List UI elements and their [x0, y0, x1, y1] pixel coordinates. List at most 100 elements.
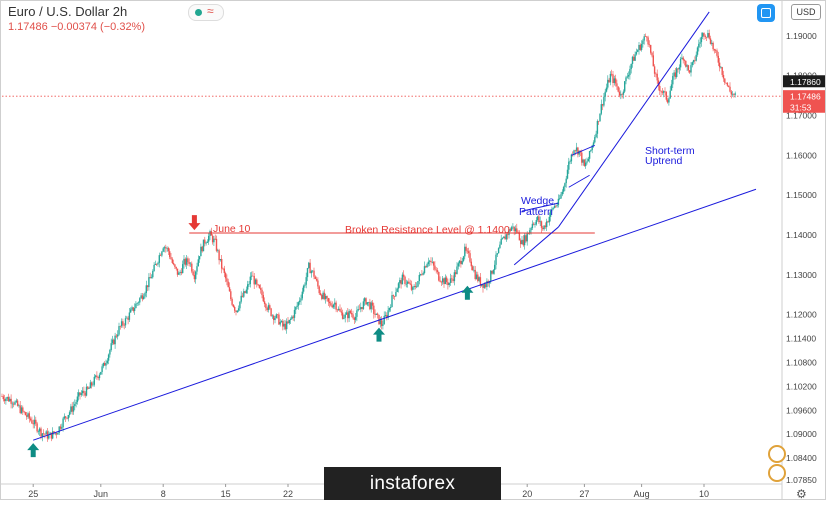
candle-body — [183, 258, 185, 265]
candle-body — [551, 208, 553, 211]
candle-body — [709, 38, 712, 44]
candle-body — [690, 65, 692, 73]
candle-body — [626, 76, 628, 78]
y-tick-label: 1.17000 — [786, 111, 817, 121]
event-icon[interactable] — [768, 445, 786, 463]
candle-body — [475, 274, 478, 280]
gear-icon[interactable]: ⚙ — [796, 487, 807, 501]
candle-body — [20, 407, 23, 413]
channel-line — [571, 144, 595, 156]
candle-body — [340, 311, 342, 313]
candle-body — [165, 247, 167, 249]
candle-body — [292, 316, 294, 318]
candle-body — [287, 321, 289, 324]
candle-body — [314, 276, 316, 279]
candle-body — [280, 320, 283, 322]
candle-body — [128, 312, 131, 320]
candle-body — [313, 270, 315, 277]
candle-body — [418, 274, 420, 281]
candle-body — [644, 36, 647, 37]
candle-body — [331, 305, 333, 308]
candle-body — [500, 238, 502, 245]
y-tick-label: 1.15000 — [786, 190, 817, 200]
candle-body — [399, 280, 401, 284]
candle-body — [282, 320, 284, 327]
price-axis-label: 31:53 — [790, 102, 812, 112]
y-tick-label: 1.16000 — [786, 150, 817, 160]
candle-body — [361, 307, 363, 309]
y-tick-label: 1.14000 — [786, 230, 817, 240]
candle-body — [730, 91, 732, 95]
y-tick-label: 1.08400 — [786, 453, 817, 463]
candle-body — [377, 313, 379, 315]
candle-body — [669, 90, 671, 99]
candle-body — [170, 257, 172, 260]
candle-body — [586, 161, 588, 163]
candle-body — [678, 67, 680, 70]
candle-body — [70, 406, 72, 413]
channel-line — [568, 174, 590, 188]
candle-body — [431, 262, 433, 263]
candle-body — [196, 266, 198, 272]
wedge-line — [513, 226, 559, 266]
candle-body — [540, 221, 543, 228]
candle-body — [31, 420, 33, 424]
candle-body — [3, 399, 6, 402]
candle-body — [608, 79, 610, 83]
candle-body — [371, 302, 374, 306]
candle-body — [679, 58, 682, 68]
candle-body — [508, 229, 510, 236]
candle-body — [100, 371, 102, 375]
event-icon[interactable] — [768, 464, 786, 482]
candle-body — [33, 419, 36, 425]
candle-body — [413, 286, 415, 288]
candle-body — [54, 432, 56, 434]
candle-body — [666, 99, 669, 103]
candle-body — [470, 261, 472, 267]
candle-body — [516, 228, 518, 233]
candle-body — [409, 283, 411, 285]
candle-body — [535, 220, 537, 225]
candle-body — [574, 150, 576, 151]
candle-body — [332, 304, 335, 308]
candle-body — [444, 277, 446, 285]
candle-body — [609, 73, 612, 83]
candle-body — [185, 258, 188, 265]
price-label-bg — [783, 100, 825, 113]
status-badge[interactable]: ≈ — [188, 4, 224, 21]
candle-body — [140, 295, 142, 299]
candle-body — [148, 277, 150, 288]
candle-body — [386, 315, 388, 318]
candle-body — [712, 42, 714, 50]
candle-body — [682, 57, 684, 61]
candle-body — [392, 295, 394, 297]
candle-body — [624, 81, 626, 92]
candle-body — [336, 309, 339, 311]
candle-body — [49, 432, 51, 435]
currency-button[interactable]: USD — [791, 4, 821, 20]
candle-body — [404, 276, 406, 284]
candle-body — [590, 150, 592, 152]
candle-body — [240, 295, 242, 302]
candle-body — [577, 147, 579, 155]
candle-body — [101, 366, 103, 372]
candle-body — [310, 271, 313, 274]
candle-body — [137, 302, 140, 304]
candle-body — [495, 254, 497, 265]
chart-annotation: Broken Resistance Level @ 1.1400 — [345, 224, 510, 236]
candle-body — [547, 221, 549, 223]
candle-body — [414, 286, 417, 287]
candle-body — [538, 216, 540, 223]
candle-body — [226, 278, 228, 282]
candle-body — [687, 65, 690, 71]
price-quote: 1.17486 −0.00374 (−0.32%) — [8, 21, 146, 33]
candle-body — [16, 400, 19, 406]
candle-body — [422, 273, 424, 275]
candle-body — [713, 49, 716, 51]
candle-body — [458, 260, 461, 264]
candle-body — [726, 83, 729, 86]
candle-body — [59, 426, 62, 429]
candle-body — [665, 91, 667, 100]
fullscreen-button[interactable] — [757, 4, 775, 22]
